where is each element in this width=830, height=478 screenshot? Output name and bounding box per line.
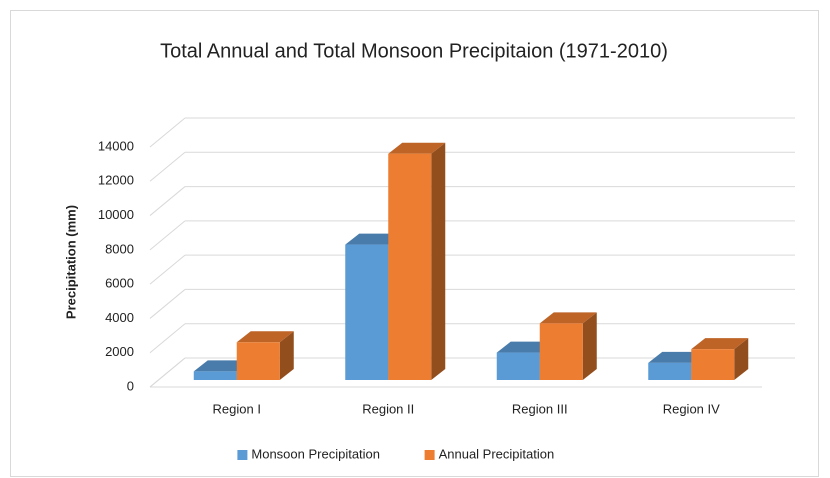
bar-front [345,244,389,380]
y-tick-label: 8000 [105,241,134,256]
grid-line [149,220,186,251]
legend-swatch [237,450,248,460]
bar-top [345,233,403,245]
x-tick-label: Region III [512,401,568,416]
bar-top [193,360,251,372]
bar-side [734,338,749,380]
bar-top [539,312,597,324]
legend: Monsoon Precipitation Annual Precipitatio… [237,446,554,461]
legend-label: Monsoon Precipitation [251,446,380,461]
y-tick-label: 4000 [105,310,134,325]
bar-front [691,349,735,380]
bar-top [691,338,749,350]
x-tick-label: Region II [362,401,414,416]
bar [691,338,749,380]
bar-top [496,341,554,353]
bar-front [388,153,432,380]
grid-line [149,186,186,216]
bar-side [582,312,597,380]
y-tick-label: 2000 [105,344,134,359]
bar [539,312,597,380]
y-axis-title: Precipitation (mm) [63,205,78,319]
bar [236,331,294,380]
bar-side [431,142,446,380]
bar-top [648,351,706,363]
y-tick-label: 6000 [105,276,134,291]
x-tick-label: Region IV [663,401,720,416]
legend-swatch [424,450,435,460]
bar-front [193,371,237,380]
y-tick-label: 12000 [98,173,134,188]
grid-line [149,357,186,388]
grid-line [149,254,186,285]
grid-line [149,117,186,148]
bar-top [236,331,294,343]
bar [388,142,446,380]
bar-side [279,331,294,380]
y-tick-label: 0 [127,378,134,393]
bar-front [648,362,692,380]
legend-label: Annual Precipitation [439,446,555,461]
y-tick-label: 10000 [98,207,134,222]
chart-title: Total Annual and Total Monsoon Precipita… [160,40,668,62]
grid-line [149,289,186,319]
bar-front [236,342,280,380]
grid-line [149,151,186,182]
bar-front [496,352,540,380]
grid-line [149,323,186,354]
x-tick-label: Region I [213,401,261,416]
bar-top [388,142,446,154]
y-tick-label: 14000 [98,138,134,153]
bar-front [539,323,583,380]
